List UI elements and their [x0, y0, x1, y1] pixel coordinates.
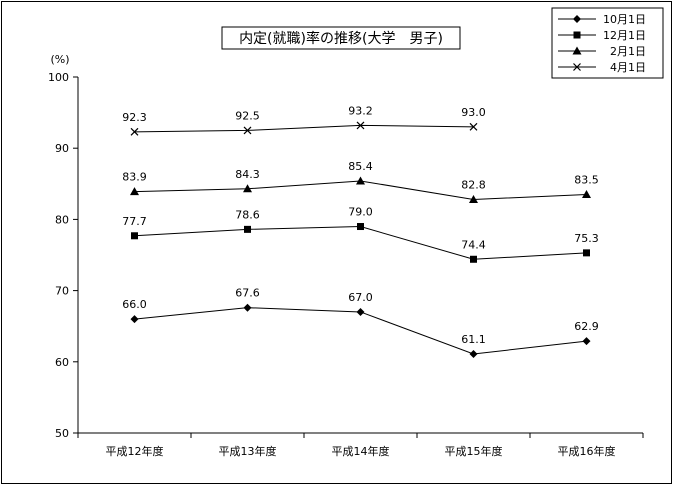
data-point: [244, 225, 251, 233]
y-tick-label: 50: [55, 427, 69, 440]
y-tick-label: 100: [48, 71, 69, 84]
data-label: 66.0: [122, 298, 147, 311]
data-label: 74.4: [461, 238, 486, 251]
x-tick-label: 平成13年度: [219, 444, 277, 458]
data-label: 93.0: [461, 106, 486, 119]
legend-item: 2月1日: [558, 45, 646, 58]
legend: 10月1日 12月1日 2月1日 4月1日: [551, 7, 664, 79]
legend-box: [551, 7, 664, 79]
x-tick-label: 平成15年度: [445, 444, 503, 458]
data-point: [573, 31, 581, 39]
chart-title-box: 内定(就職)率の推移(大学 男子): [221, 26, 461, 50]
data-label: 83.5: [574, 173, 599, 186]
x-tick-label: 平成14年度: [332, 444, 390, 458]
data-label: 93.2: [348, 104, 373, 117]
data-label: 82.8: [461, 178, 486, 191]
data-point: [582, 337, 591, 346]
data-label: 92.3: [122, 111, 147, 124]
x-tick-label: 平成12年度: [106, 444, 164, 458]
data-point: [470, 255, 477, 263]
data-point: [356, 121, 365, 130]
axes: 50 60 70 80 90 100 平成12年度 平成13年度 平成14年度 平成15年度 平成1…: [48, 71, 644, 458]
series: 66.0 67.6 67.0 61.1 62.9: [122, 287, 599, 358]
legend-item: 10月1日: [558, 13, 646, 26]
legend-item: 12月1日: [558, 29, 646, 42]
data-label: 79.0: [348, 206, 373, 219]
data-label: 92.5: [235, 109, 260, 122]
data-point: [572, 46, 582, 55]
data-point: [582, 189, 591, 198]
chart-title: 内定(就職)率の推移(大学 男子): [239, 30, 443, 47]
series: 77.7 78.6 79.0 74.4 75.3: [122, 206, 599, 263]
data-point: [130, 315, 139, 324]
legend-label: 2月1日: [610, 45, 646, 58]
y-axis-unit-label: (%): [50, 53, 69, 66]
series-line: [134, 124, 474, 133]
legend-label: 4月1日: [610, 61, 646, 74]
data-label: 75.3: [574, 232, 599, 245]
data-point: [131, 232, 138, 240]
data-label: 62.9: [574, 320, 599, 333]
data-label: 84.3: [235, 168, 260, 181]
data-label: 83.9: [122, 171, 147, 184]
data-label: 67.6: [235, 287, 260, 300]
series-layer: 66.0 67.6 67.0 61.1 62.9 77.7 78.6 79.0 74.4 75.3…: [122, 104, 599, 358]
data-point: [573, 63, 581, 71]
series-line: [134, 226, 587, 260]
series: 92.3 92.5 93.2 93.0: [122, 104, 486, 136]
data-point: [583, 249, 590, 257]
data-point: [469, 122, 478, 131]
series: 83.9 84.3 85.4 82.8 83.5: [122, 160, 599, 203]
y-tick-label: 70: [55, 285, 69, 298]
legend-item: 4月1日: [558, 61, 646, 74]
data-point: [469, 194, 478, 203]
data-point: [469, 349, 478, 358]
data-point: [356, 307, 365, 316]
data-point: [243, 126, 252, 135]
y-tick-label: 80: [55, 213, 69, 226]
data-point: [130, 127, 139, 136]
legend-label: 12月1日: [603, 29, 646, 42]
y-tick-label: 90: [55, 142, 69, 155]
data-label: 77.7: [122, 215, 147, 228]
x-tick-label: 平成16年度: [558, 444, 616, 458]
data-point: [356, 176, 365, 185]
data-label: 85.4: [348, 160, 373, 173]
data-point: [357, 223, 364, 231]
data-label: 67.0: [348, 291, 373, 304]
data-label: 61.1: [461, 333, 486, 346]
data-label: 78.6: [235, 208, 260, 221]
data-point: [243, 303, 252, 312]
data-point: [130, 187, 139, 196]
y-tick-label: 60: [55, 356, 69, 369]
data-point: [573, 15, 581, 23]
legend-label: 10月1日: [603, 13, 646, 26]
data-point: [243, 184, 252, 193]
